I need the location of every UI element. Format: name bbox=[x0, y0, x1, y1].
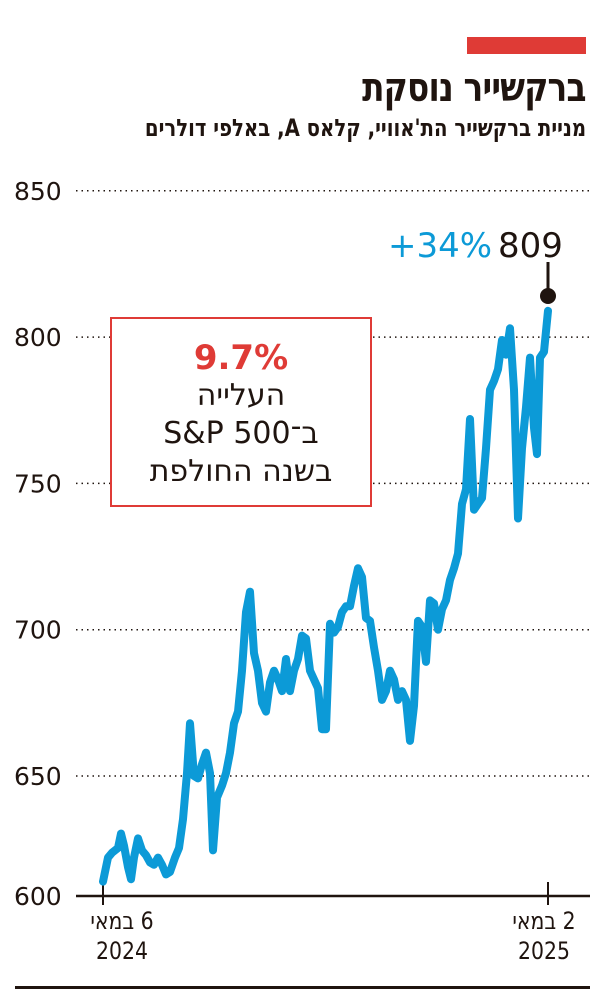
y-tick-label: 850 bbox=[14, 177, 62, 206]
y-axis-labels: 600 650 700 750 800 850 bbox=[14, 177, 62, 911]
x-label-end-date: 2 במאי bbox=[512, 907, 576, 935]
y-tick-label: 650 bbox=[14, 762, 62, 791]
y-tick-label: 600 bbox=[14, 882, 62, 911]
x-label-start-date: 6 במאי bbox=[90, 907, 154, 935]
callout-percentage: 9.7% bbox=[193, 338, 289, 378]
x-label-end: 2 במאי 2025 bbox=[502, 906, 587, 966]
callout-line-2: ב־S&P 500 bbox=[163, 416, 319, 451]
y-tick-label: 800 bbox=[14, 323, 62, 352]
chart-subtitle: מניית ברקשייר הת'אוויי, קלאס A, באלפי דו… bbox=[144, 114, 586, 142]
price-line bbox=[99, 306, 552, 886]
y-tick-label: 750 bbox=[14, 469, 62, 498]
chart-title: ברקשייר נוסקת bbox=[362, 65, 586, 111]
callout-line-1: העלייה bbox=[196, 378, 286, 413]
callout-line-3: בשנה החולפת bbox=[149, 454, 333, 489]
x-label-start: 6 במאי 2024 bbox=[80, 906, 165, 966]
change-label: +34% bbox=[388, 226, 493, 266]
end-point-marker bbox=[540, 288, 556, 304]
x-label-start-year: 2024 bbox=[96, 937, 148, 965]
sp500-callout-box: 9.7% העלייה ב־S&P 500 בשנה החולפת bbox=[110, 317, 372, 507]
accent-bar bbox=[467, 37, 586, 54]
x-label-end-year: 2025 bbox=[518, 937, 570, 965]
end-value-label: 809 bbox=[498, 226, 563, 266]
bottom-rule bbox=[15, 986, 590, 989]
y-tick-label: 700 bbox=[14, 616, 62, 645]
